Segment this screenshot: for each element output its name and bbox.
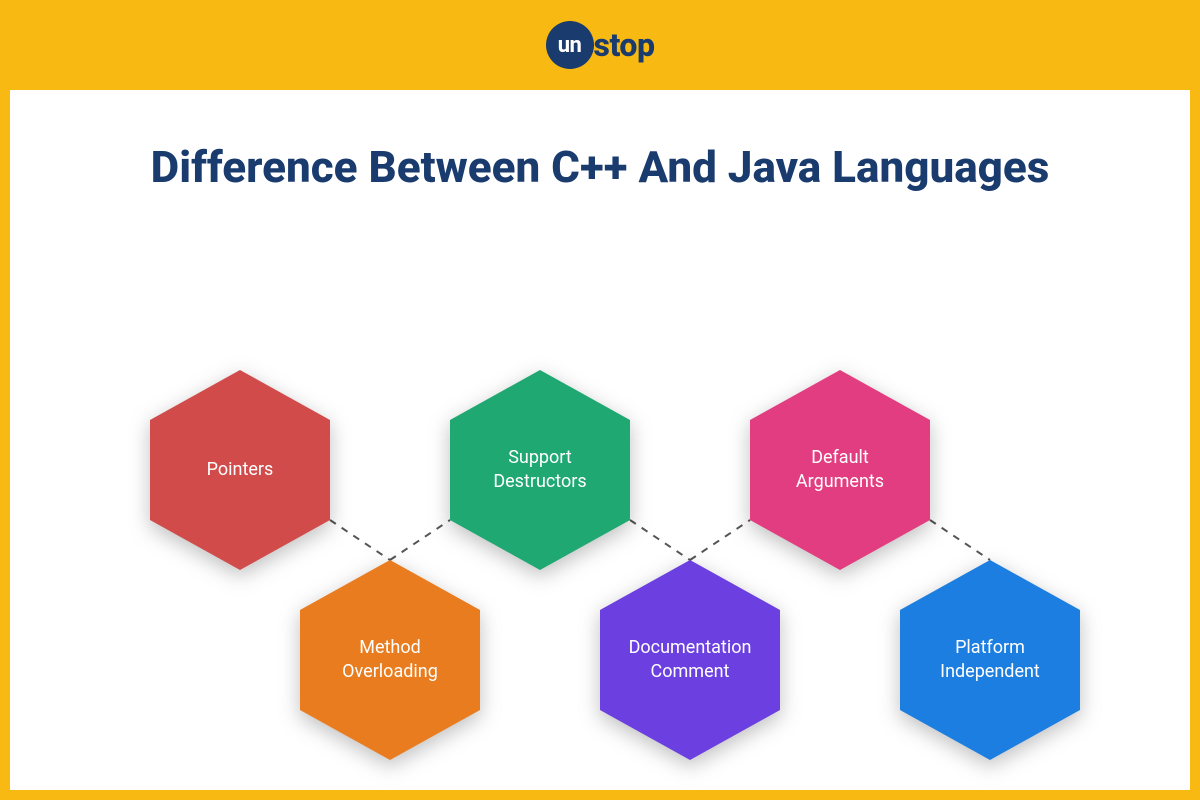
- outer-frame: un stop Difference Between C++ And Java …: [0, 0, 1200, 800]
- hex-platform-independent: PlatformIndependent: [900, 560, 1080, 760]
- hex-method-overloading: MethodOverloading: [300, 560, 480, 760]
- connector-pointers-method-overloading: [330, 520, 390, 560]
- connector-documentation-comment-default-arguments: [690, 520, 750, 560]
- connector-method-overloading-support-destructors: [390, 520, 450, 560]
- hex-documentation-comment: DocumentationComment: [600, 560, 780, 760]
- hex-default-arguments: DefaultArguments: [750, 370, 930, 570]
- hex-support-destructors: SupportDestructors: [450, 370, 630, 570]
- hex-label-support-destructors: SupportDestructors: [450, 370, 630, 570]
- hex-pointers: Pointers: [150, 370, 330, 570]
- brand-logo-text: stop: [594, 26, 655, 64]
- hex-label-documentation-comment: DocumentationComment: [600, 560, 780, 760]
- hex-label-method-overloading: MethodOverloading: [300, 560, 480, 760]
- header-bar: un stop: [0, 0, 1200, 90]
- hex-label-platform-independent: PlatformIndependent: [900, 560, 1080, 760]
- brand-logo-circle: un: [546, 21, 594, 69]
- connector-support-destructors-documentation-comment: [630, 520, 690, 560]
- content-panel: Difference Between C++ And Java Language…: [10, 90, 1190, 790]
- hexagon-diagram: Pointers SupportDestructors DefaultArgumen…: [10, 350, 1190, 780]
- connector-default-arguments-platform-independent: [930, 520, 990, 560]
- brand-logo: un stop: [546, 21, 655, 69]
- hex-label-default-arguments: DefaultArguments: [750, 370, 930, 570]
- hex-label-pointers: Pointers: [150, 370, 330, 570]
- page-title: Difference Between C++ And Java Language…: [10, 140, 1190, 195]
